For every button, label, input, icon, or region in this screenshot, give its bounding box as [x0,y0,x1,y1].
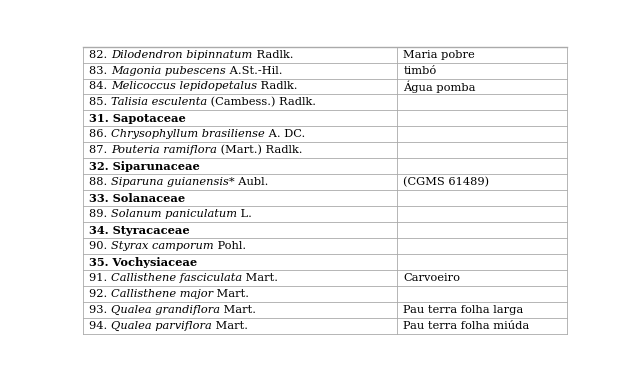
Text: A. DC.: A. DC. [265,129,305,139]
Text: (Cambess.) Radlk.: (Cambess.) Radlk. [208,97,316,108]
Text: Mart.: Mart. [242,273,279,283]
Text: (Mart.) Radlk.: (Mart.) Radlk. [217,145,303,156]
Text: Maria pobre: Maria pobre [403,50,475,59]
Text: Pouteria ramiflora: Pouteria ramiflora [111,146,217,155]
Text: 92.: 92. [89,289,111,299]
Text: Radlk.: Radlk. [258,82,298,91]
Text: Mart.: Mart. [212,321,248,331]
Text: Magonia pubescens: Magonia pubescens [111,65,226,76]
Text: 32. Siparunaceae: 32. Siparunaceae [89,161,200,172]
Text: 90.: 90. [89,241,111,251]
Text: 35. Vochysiaceae: 35. Vochysiaceae [89,257,197,268]
Text: Dilodendron bipinnatum: Dilodendron bipinnatum [111,50,253,59]
Text: Água pomba: Água pomba [403,80,476,93]
Text: Solanum paniculatum: Solanum paniculatum [111,209,237,219]
Text: Siparuna guianensis: Siparuna guianensis [111,177,229,187]
Text: 82.: 82. [89,50,111,59]
Text: 84.: 84. [89,82,111,91]
Text: 89.: 89. [89,209,111,219]
Text: Pau terra folha larga: Pau terra folha larga [403,305,523,315]
Text: Mart.: Mart. [213,289,249,299]
Text: Radlk.: Radlk. [253,50,293,59]
Text: A.St.-Hil.: A.St.-Hil. [226,65,282,76]
Text: Styrax camporum: Styrax camporum [111,241,214,251]
Text: Melicoccus lepidopetalus: Melicoccus lepidopetalus [111,82,258,91]
Text: Mart.: Mart. [220,305,256,315]
Text: 91.: 91. [89,273,111,283]
Text: 31. Sapotaceae: 31. Sapotaceae [89,113,186,124]
Text: L.: L. [237,209,252,219]
Text: (CGMS 61489): (CGMS 61489) [403,177,489,188]
Text: Talisia esculenta: Talisia esculenta [111,97,208,108]
Text: 88.: 88. [89,177,111,187]
Text: Pohl.: Pohl. [214,241,246,251]
Text: Callisthene fasciculata: Callisthene fasciculata [111,273,242,283]
Text: Carvoeiro: Carvoeiro [403,273,460,283]
Text: * Aubl.: * Aubl. [229,177,268,187]
Text: 87.: 87. [89,146,111,155]
Text: Chrysophyllum brasiliense: Chrysophyllum brasiliense [111,129,265,139]
Text: timbó: timbó [403,65,437,76]
Text: Qualea grandiflora: Qualea grandiflora [111,305,220,315]
Text: 34. Styracaceae: 34. Styracaceae [89,225,190,236]
Text: 33. Solanaceae: 33. Solanaceae [89,193,185,204]
Text: 85.: 85. [89,97,111,108]
Text: Callisthene major: Callisthene major [111,289,213,299]
Text: 86.: 86. [89,129,111,139]
Text: 93.: 93. [89,305,111,315]
Text: Qualea parviflora: Qualea parviflora [111,321,212,331]
Text: Pau terra folha miúda: Pau terra folha miúda [403,321,530,331]
Text: 83.: 83. [89,65,111,76]
Text: 94.: 94. [89,321,111,331]
